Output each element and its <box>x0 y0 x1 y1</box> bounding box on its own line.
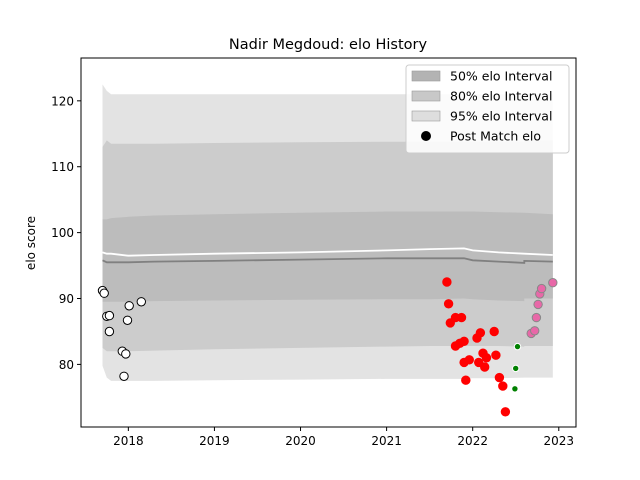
y-tick-label: 120 <box>51 94 74 108</box>
y-axis-label: elo score <box>24 216 38 270</box>
data-point <box>99 288 109 298</box>
data-point <box>104 326 115 337</box>
y-tick-label: 90 <box>59 292 74 306</box>
legend: 50% elo Interval 80% elo Interval 95% elo … <box>405 64 570 154</box>
legend-swatch <box>411 110 441 122</box>
data-point <box>480 362 490 372</box>
legend-label: 50% elo Interval <box>450 69 552 84</box>
legend-label: Post Match elo <box>450 129 541 144</box>
data-point <box>122 315 133 325</box>
y-tick-label: 80 <box>59 358 74 372</box>
legend-marker <box>421 131 431 141</box>
legend-label: 80% elo Interval <box>450 89 552 104</box>
y-tick-label: 110 <box>51 160 74 174</box>
data-point <box>489 326 499 337</box>
data-point <box>512 364 520 373</box>
data-point <box>531 312 542 323</box>
data-point <box>104 310 115 321</box>
data-point <box>494 372 505 383</box>
data-point <box>124 301 134 311</box>
data-point <box>456 312 467 323</box>
data-point <box>442 277 452 287</box>
interval-bands <box>102 84 553 381</box>
data-point <box>500 407 511 417</box>
median-line <box>102 257 553 264</box>
data-point <box>511 385 519 393</box>
data-point <box>136 297 147 307</box>
plot-area <box>97 84 558 417</box>
data-point <box>548 278 558 288</box>
legend-box <box>405 64 570 154</box>
data-point <box>443 299 454 309</box>
x-tick-label: 2022 <box>457 434 488 448</box>
chart-title: Nadir Megdoud: elo History <box>229 37 428 53</box>
data-point <box>481 353 492 363</box>
data-point <box>491 350 501 360</box>
data-point <box>459 336 469 346</box>
data-point <box>530 326 540 336</box>
post-match-points <box>97 277 558 417</box>
data-point <box>119 371 129 381</box>
x-tick-label: 2019 <box>199 434 230 448</box>
data-point <box>533 299 543 310</box>
plot-frame <box>80 57 577 428</box>
x-tick-label: 2020 <box>285 434 316 448</box>
y-axis: 80 90 100 110 120 <box>51 94 81 372</box>
mean-line <box>102 247 553 257</box>
legend-swatch <box>411 70 441 82</box>
legend-swatch <box>411 90 441 102</box>
data-point <box>513 342 522 351</box>
data-point <box>464 355 474 365</box>
x-axis: 2018 2019 2020 2021 2022 2023 <box>113 427 574 448</box>
y-tick-label: 100 <box>51 226 74 240</box>
data-point <box>475 328 486 338</box>
data-point <box>461 375 471 385</box>
trend-lines <box>102 247 553 264</box>
x-tick-label: 2018 <box>113 434 144 448</box>
legend-label: 95% elo Interval <box>450 109 552 124</box>
x-tick-label: 2023 <box>544 434 575 448</box>
band-50 <box>102 211 553 302</box>
x-tick-label: 2021 <box>371 434 402 448</box>
data-point <box>536 283 547 294</box>
data-point <box>498 381 508 391</box>
data-point <box>121 349 131 359</box>
